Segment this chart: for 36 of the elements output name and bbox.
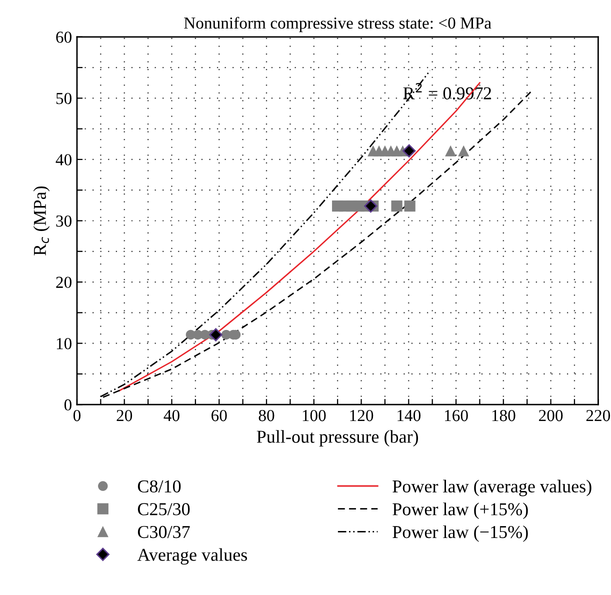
x-tick-label: 140 — [398, 410, 421, 422]
x-tick-label: 160 — [444, 410, 468, 422]
legend-label: C8/10 — [138, 480, 181, 492]
point — [404, 200, 416, 212]
x-tick-label: 120 — [350, 410, 374, 422]
x-tick-label: 40 — [164, 410, 180, 422]
legend-label: Power law (+15%) — [392, 502, 528, 520]
point — [364, 199, 378, 213]
point — [391, 200, 402, 212]
point — [402, 144, 416, 158]
y-tick-label: 20 — [56, 276, 72, 288]
legend-label: C30/37 — [138, 526, 190, 538]
x-tick-label: 80 — [258, 410, 274, 422]
y-tick-label: 10 — [56, 338, 72, 350]
y-tick-label: 30 — [56, 215, 72, 227]
x-tick-label: 100 — [302, 410, 326, 422]
x-tick-label: 180 — [492, 410, 516, 422]
x-tick-label: 0 — [73, 410, 81, 422]
chart-title: Nonuniform compressive stress state: <0 MPa — [184, 16, 492, 32]
y-tick-label: 0 — [64, 399, 72, 411]
point — [445, 145, 456, 156]
x-axis-title: Pull-out pressure (bar) — [256, 430, 418, 447]
legend-label: Average values — [137, 548, 247, 565]
y-tick-label: 40 — [56, 154, 72, 166]
x-tick-label: 200 — [539, 410, 563, 422]
x-tick-label: 20 — [116, 410, 132, 422]
y-tick-label: 50 — [56, 92, 72, 104]
x-tick-label: 220 — [586, 410, 610, 422]
x-tick-label: 60 — [212, 410, 227, 422]
y-axis-title: R$_{c}$ (MPa) — [33, 186, 50, 256]
point — [209, 328, 222, 342]
legend-label: C25/30 — [138, 503, 190, 516]
legend-label: Power law (average values) — [392, 480, 592, 496]
point — [458, 145, 470, 156]
y-tick-label: 60 — [56, 32, 72, 43]
legend-label: Power law (−15%) — [392, 525, 528, 542]
